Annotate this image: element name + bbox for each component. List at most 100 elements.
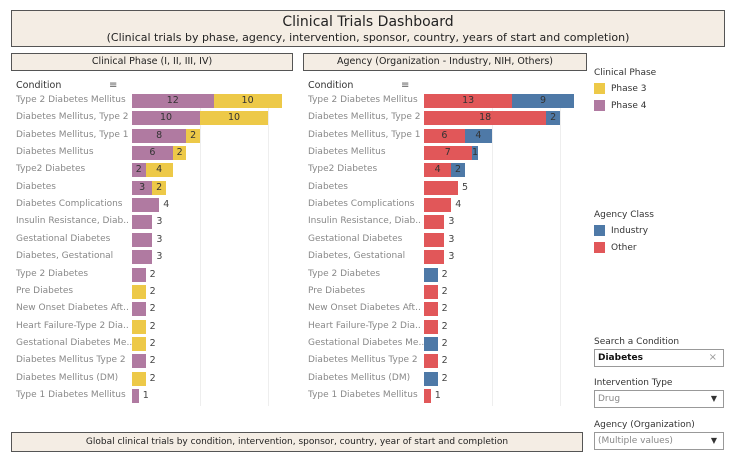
bar-segment-other[interactable]: 6	[424, 128, 465, 143]
condition-label: Diabetes Mellitus Type 2	[308, 355, 418, 366]
bar-segment-industry[interactable]: 9	[512, 94, 574, 108]
legend-item-phase4[interactable]: Phase 4	[594, 100, 646, 111]
bar-row[interactable]: New Onset Diabetes Aft.. 2	[303, 302, 593, 317]
sort-icon[interactable]: ≡	[109, 80, 118, 91]
bar-segment-phase-3[interactable]: 10	[200, 111, 268, 126]
bar-segment-phase-3[interactable]: 4	[145, 163, 173, 178]
bar-segment-phase-4[interactable]	[132, 232, 153, 247]
phase3-swatch	[594, 83, 605, 94]
bar-segment-industry[interactable]: 2	[451, 163, 465, 178]
bar-row[interactable]: Gestational Diabetes 3	[303, 232, 593, 247]
bar-segment-other[interactable]: 7	[424, 146, 472, 161]
gridline	[200, 94, 201, 406]
bar-row[interactable]: Diabetes Mellitus Type 2 2	[303, 354, 593, 369]
bar-segment-other[interactable]	[424, 215, 445, 230]
bar-segment-industry[interactable]: 1	[471, 146, 479, 161]
data-label: 4	[163, 199, 170, 211]
bar-row[interactable]: Diabetes Complications 4	[11, 198, 301, 213]
phase-legend-title: Clinical Phase	[594, 68, 657, 78]
bar-row[interactable]: Heart Failure-Type 2 Dia.. 2	[11, 319, 301, 334]
bar-segment-industry[interactable]	[424, 267, 438, 282]
bar-segment-phase-4[interactable]	[132, 250, 153, 265]
agency-dropdown[interactable]: (Multiple values) ▼	[594, 432, 724, 450]
bar-row[interactable]: Diabetes Mellitus (DM) 2	[303, 371, 593, 386]
bar-segment-other[interactable]: 18	[424, 111, 547, 126]
bar-segment-phase-4[interactable]	[132, 354, 146, 369]
bar-segment-other[interactable]	[424, 388, 431, 403]
bar-segment-other[interactable]	[424, 319, 438, 334]
bar-segment-phase-3[interactable]: 2	[172, 146, 187, 161]
legend-item-industry[interactable]: Industry	[594, 225, 648, 236]
bar-segment-other[interactable]	[424, 250, 445, 265]
bar-segment-phase-4[interactable]: 3	[132, 180, 153, 195]
bar-row[interactable]: Diabetes Mellitus 7 1	[303, 146, 593, 161]
bar-segment-phase-4[interactable]: 6	[132, 146, 173, 161]
condition-label: Gestational Diabetes	[308, 233, 403, 244]
bar-segment-phase-3[interactable]	[132, 284, 146, 299]
bar-row[interactable]: Type 1 Diabetes Mellitus 1	[303, 388, 593, 403]
bar-segment-phase-4[interactable]	[132, 302, 146, 317]
bar-row[interactable]: Diabetes Mellitus, Type 2 10 10	[11, 111, 301, 126]
bar-row[interactable]: Gestational Diabetes Me.. 2	[303, 336, 593, 351]
bar-segment-phase-4[interactable]	[132, 198, 160, 213]
bar-segment-other[interactable]	[424, 284, 438, 299]
bar-segment-phase-3[interactable]: 2	[152, 180, 166, 195]
bar-segment-phase-4[interactable]	[132, 388, 139, 403]
bar-row[interactable]: New Onset Diabetes Aft.. 2	[11, 302, 301, 317]
bar-segment-phase-3[interactable]: 10	[213, 94, 282, 108]
bar-segment-industry[interactable]: 4	[464, 128, 492, 143]
bar-row[interactable]: Insulin Resistance, Diab.. 3	[303, 215, 593, 230]
bar-segment-phase-3[interactable]: 2	[186, 128, 200, 143]
bar-segment-phase-3[interactable]	[132, 336, 146, 351]
search-input[interactable]: Diabetes ×	[594, 349, 724, 367]
bar-row[interactable]: Insulin Resistance, Diab.. 3	[11, 215, 301, 230]
bar-segment-phase-4[interactable]: 12	[132, 94, 214, 108]
bar-row[interactable]: Type 2 Diabetes Mellitus 12 10	[11, 94, 301, 108]
bar-segment-phase-4[interactable]	[132, 215, 153, 230]
bar-segment-other[interactable]: 4	[424, 163, 452, 178]
bar-row[interactable]: Diabetes, Gestational 3	[11, 250, 301, 265]
bar-row[interactable]: Diabetes Mellitus 6 2	[11, 146, 301, 161]
bar-row[interactable]: Gestational Diabetes Me.. 2	[11, 336, 301, 351]
bar-segment-phase-4[interactable]: 10	[132, 111, 200, 126]
bar-row[interactable]: Pre Diabetes 2	[11, 284, 301, 299]
bar-segment-other[interactable]	[424, 232, 445, 247]
bar-row[interactable]: Diabetes Mellitus, Type 2 18 2	[303, 111, 593, 126]
bar-row[interactable]: Type 1 Diabetes Mellitus 1	[11, 388, 301, 403]
condition-header: Condition	[308, 80, 354, 91]
bar-row[interactable]: Diabetes, Gestational 3	[303, 250, 593, 265]
bar-segment-other[interactable]	[424, 302, 438, 317]
bar-row[interactable]: Diabetes 5	[303, 180, 593, 195]
legend-item-other[interactable]: Other	[594, 242, 637, 253]
bar-row[interactable]: Type 2 Diabetes 2	[303, 267, 593, 282]
bar-row[interactable]: Diabetes Mellitus Type 2 2	[11, 354, 301, 369]
sort-icon[interactable]: ≡	[401, 80, 410, 91]
intervention-dropdown[interactable]: Drug ▼	[594, 390, 724, 408]
bar-row[interactable]: Heart Failure-Type 2 Dia.. 2	[303, 319, 593, 334]
bar-row[interactable]: Type2 Diabetes 4 2	[303, 163, 593, 178]
bar-segment-phase-4[interactable]	[132, 267, 146, 282]
bar-row[interactable]: Diabetes Mellitus (DM) 2	[11, 371, 301, 386]
bar-row[interactable]: Diabetes Complications 4	[303, 198, 593, 213]
bar-segment-phase-3[interactable]	[132, 371, 146, 386]
bar-segment-other[interactable]	[424, 354, 438, 369]
bar-row[interactable]: Diabetes 3 2	[11, 180, 301, 195]
bar-segment-other[interactable]: 13	[424, 94, 513, 108]
bar-segment-phase-4[interactable]: 8	[132, 128, 187, 143]
bar-row[interactable]: Type 2 Diabetes 2	[11, 267, 301, 282]
bar-row[interactable]: Type 2 Diabetes Mellitus 13 9	[303, 94, 593, 108]
bar-segment-phase-3[interactable]	[132, 319, 146, 334]
legend-item-phase3[interactable]: Phase 3	[594, 83, 646, 94]
bar-segment-phase-4[interactable]: 2	[132, 163, 146, 178]
clear-icon[interactable]: ×	[708, 352, 717, 363]
bar-segment-industry[interactable]: 2	[546, 111, 560, 126]
bar-row[interactable]: Type2 Diabetes 2 4	[11, 163, 301, 178]
bar-row[interactable]: Pre Diabetes 2	[303, 284, 593, 299]
bar-segment-industry[interactable]	[424, 371, 438, 386]
bar-row[interactable]: Gestational Diabetes 3	[11, 232, 301, 247]
bar-segment-industry[interactable]	[424, 336, 438, 351]
bar-segment-other[interactable]	[424, 180, 458, 195]
bar-segment-other[interactable]	[424, 198, 452, 213]
